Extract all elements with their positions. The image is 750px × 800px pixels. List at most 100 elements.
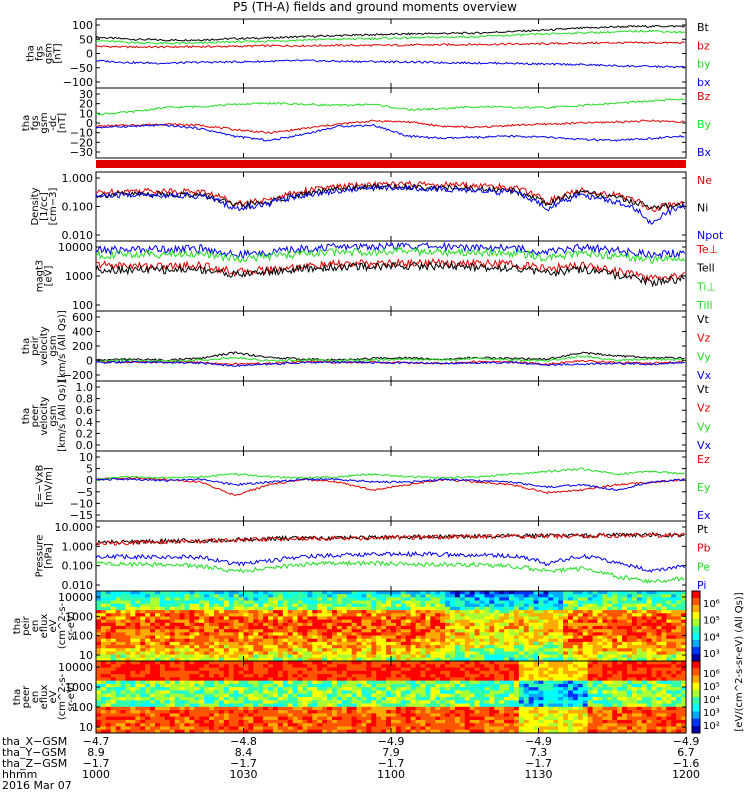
- ylabel-line: en: [30, 620, 41, 633]
- ytick-label: 0.6: [76, 404, 94, 417]
- series-Pe: [95, 559, 685, 585]
- ylabel-pressure: Pressure[nPa]: [35, 535, 55, 578]
- series-bz: [95, 41, 685, 49]
- legend-Pi: Pi: [697, 579, 706, 592]
- series-by: [96, 29, 685, 45]
- series-Ez: [96, 476, 685, 497]
- ytick-label: 0: [86, 355, 93, 368]
- series-Ex: [95, 477, 685, 492]
- ylabel-line: peir: [30, 335, 41, 355]
- colorbar-label-text: [eV/(cm^2-s-sr-eV) (All Qs)]: [734, 592, 745, 731]
- ylabel-line: fgs: [30, 115, 41, 130]
- ytick-label: 10: [79, 721, 93, 734]
- legend-Vz: Vz: [697, 402, 711, 415]
- xrow-value: 6.7: [677, 746, 695, 759]
- ylabel-line: [mV/m]: [44, 467, 55, 505]
- colorbar-tick: 10³: [703, 649, 720, 660]
- ytick-label: −15: [70, 509, 93, 522]
- ylabel-line: [nT]: [53, 43, 64, 63]
- ylabel-line: fgs: [35, 46, 46, 61]
- ylabel-line: tha: [21, 338, 32, 354]
- legend-by: by: [697, 58, 711, 71]
- ytick-label: 5: [86, 463, 93, 476]
- ylabel-line: [km/s (All Qs)]: [57, 310, 68, 382]
- series-Ti⊥: [95, 241, 686, 259]
- ylabel-line: [eV]: [44, 266, 55, 287]
- ylabel-line: peir: [21, 615, 32, 635]
- legend-Ne: Ne: [697, 174, 712, 187]
- series-Pi: [95, 550, 685, 574]
- ylabel-line: sr-eV): [66, 682, 77, 711]
- legend-Vx: Vx: [697, 369, 712, 382]
- legend-bx: bx: [697, 76, 711, 89]
- legend-Vx: Vx: [697, 439, 712, 452]
- legend-Vt: Vt: [697, 383, 710, 396]
- xrow-value: −4.9: [378, 735, 405, 748]
- ytick-label: 400: [72, 326, 93, 339]
- series-Bt: [95, 24, 685, 42]
- ytick-label: 0.100: [62, 201, 94, 214]
- ylabel-line: sr-eV): [66, 611, 77, 640]
- ylabel-line: gsm: [48, 405, 59, 426]
- colorbar-tick: 10⁶: [703, 669, 720, 680]
- ytick-label: 0.4: [76, 416, 94, 429]
- ytick-label: 1.0: [76, 381, 94, 394]
- ytick-label: −50: [70, 62, 93, 75]
- series-Ey: [95, 467, 685, 481]
- series-Vx: [95, 360, 685, 367]
- xrow-value: 8.9: [87, 746, 105, 759]
- legend-Vt: Vt: [697, 313, 710, 326]
- xrow-value: 1200: [672, 768, 700, 781]
- panel-frame: [95, 380, 687, 452]
- legend-Vz: Vz: [697, 332, 711, 345]
- panel-pressure: Pressure[nPa]10.000 1.000 0.100 0.010 Pt Pb Pe…: [35, 520, 711, 592]
- series-Till: [95, 246, 686, 264]
- ytick-label: 1000: [65, 681, 93, 694]
- ytick-label: 30: [79, 88, 93, 101]
- ylabel-line: Density: [30, 187, 41, 225]
- xrow-label: tha_X−GSM: [2, 735, 67, 748]
- ytick-label: 10.000: [55, 521, 94, 534]
- ytick-label: 0: [86, 117, 93, 130]
- legend-Ez: Ez: [697, 453, 710, 466]
- series-Pb: [95, 532, 685, 546]
- ylabel-line: -dc: [48, 115, 59, 130]
- panel-frame: [95, 87, 687, 159]
- legend-Ni: Ni: [697, 202, 708, 215]
- xrow-value: 7.9: [382, 746, 400, 759]
- xrow-label: tha_Y−GSM: [2, 746, 66, 759]
- xrow-label: tha_Z−GSM: [2, 757, 67, 770]
- series-Tell: [95, 261, 685, 288]
- ytick-label: 50: [79, 33, 93, 46]
- ytick-label: 10: [79, 649, 93, 662]
- ylabel-line: peer: [21, 685, 32, 709]
- ylabel-line: eflux: [39, 614, 50, 639]
- legend-Pe: Pe: [697, 560, 710, 573]
- xrow-value: 7.3: [530, 746, 548, 759]
- ylabel-line: velocity: [39, 396, 50, 435]
- xrow-value: −1.7: [83, 757, 110, 770]
- xrow-value: −1.7: [525, 757, 552, 770]
- colorbar-tick: 10⁴: [703, 632, 720, 643]
- legend-By: By: [697, 118, 712, 131]
- ylabel-line: tha: [21, 408, 32, 424]
- ytick-label: 200: [72, 340, 93, 353]
- legend-Ex: Ex: [697, 509, 711, 522]
- series-Npot: [95, 184, 686, 225]
- ytick-label: −100: [63, 76, 93, 89]
- ylabel-line: gsm: [39, 112, 50, 133]
- ylabel-line: Pressure: [35, 535, 46, 578]
- panel-frame: [95, 171, 687, 242]
- xrow-value: −4.9: [525, 735, 552, 748]
